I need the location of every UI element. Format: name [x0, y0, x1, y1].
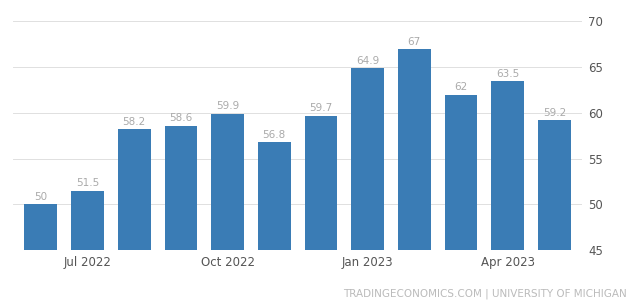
Text: 50: 50	[35, 192, 47, 202]
Bar	[538, 120, 571, 305]
Text: 62: 62	[454, 82, 468, 92]
Text: 67: 67	[408, 37, 421, 46]
Text: 59.2: 59.2	[543, 108, 566, 118]
Bar	[164, 126, 197, 305]
Text: 59.9: 59.9	[216, 102, 239, 111]
Text: 58.2: 58.2	[123, 117, 146, 127]
Text: 64.9: 64.9	[356, 56, 380, 66]
Bar	[258, 142, 291, 305]
Bar	[211, 114, 244, 305]
Bar	[71, 191, 104, 305]
Bar	[351, 68, 384, 305]
Bar	[398, 49, 431, 305]
Text: 51.5: 51.5	[76, 178, 99, 188]
Text: TRADINGECONOMICS.COM | UNIVERSITY OF MICHIGAN: TRADINGECONOMICS.COM | UNIVERSITY OF MIC…	[344, 289, 627, 299]
Bar	[305, 116, 337, 305]
Bar	[118, 129, 150, 305]
Text: 59.7: 59.7	[309, 103, 333, 113]
Text: 56.8: 56.8	[262, 130, 286, 140]
Text: 58.6: 58.6	[169, 113, 193, 123]
Text: 63.5: 63.5	[496, 69, 519, 78]
Bar	[24, 204, 57, 305]
Bar	[445, 95, 477, 305]
Bar	[492, 81, 524, 305]
